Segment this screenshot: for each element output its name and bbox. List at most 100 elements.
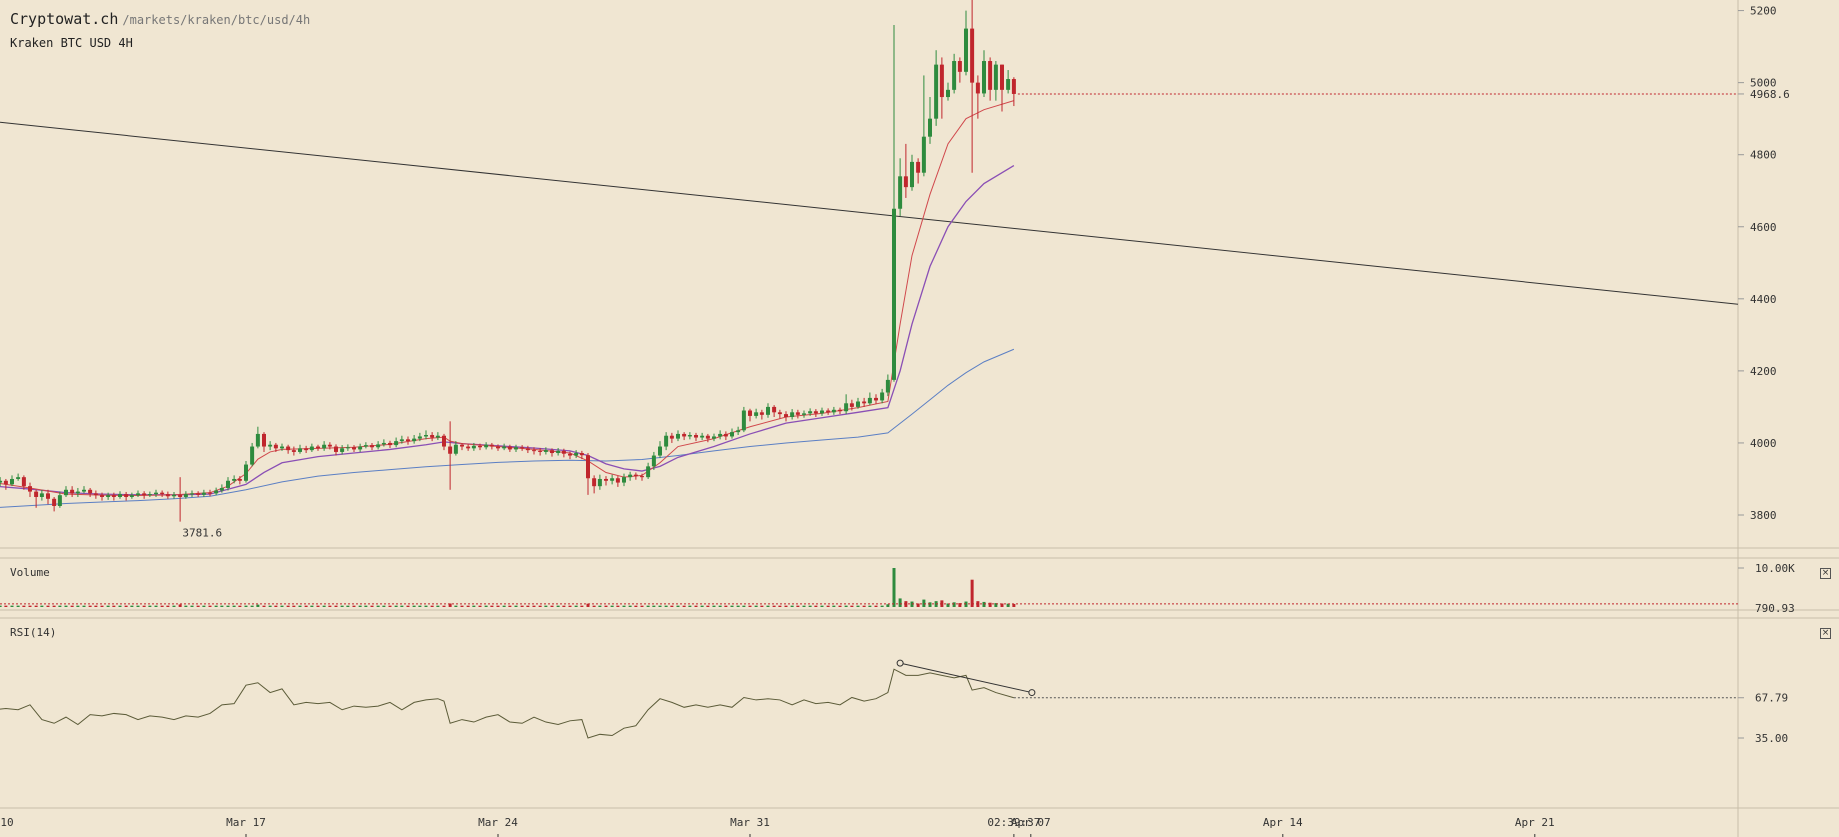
candle-up	[651, 455, 656, 467]
volume-bar	[682, 605, 686, 607]
volume-bar	[202, 605, 206, 607]
candle-down	[970, 28, 975, 83]
close-volume-pane-icon[interactable]: ×	[1820, 568, 1831, 579]
divergence-handle	[896, 659, 904, 667]
candle-down	[370, 445, 374, 448]
candle-up	[219, 487, 224, 491]
candle-down	[327, 444, 332, 447]
volume-bar	[922, 599, 926, 607]
time-axis-label: Mar 31	[730, 816, 770, 829]
volume-bar	[664, 605, 668, 607]
candle-up	[250, 446, 255, 465]
volume-bar	[214, 605, 218, 607]
volume-bar	[742, 605, 746, 607]
volume-bar	[844, 605, 848, 607]
candle-down	[460, 444, 464, 447]
candle-down	[489, 444, 494, 447]
price-tick-label: 4400	[1750, 293, 1777, 306]
volume-bar	[190, 605, 194, 607]
candle-down	[1000, 64, 1004, 90]
price-tick-label: 5200	[1750, 5, 1777, 18]
candle-down	[388, 442, 392, 446]
volume-bar	[172, 605, 176, 607]
candle-down	[430, 435, 435, 438]
candle-up	[766, 406, 770, 415]
volume-bar	[952, 602, 956, 607]
current-volume-label: 790.93	[1755, 602, 1795, 615]
volume-bar	[502, 605, 506, 607]
volume-bar	[958, 603, 962, 607]
candle-down	[466, 446, 471, 449]
candle-down	[70, 489, 75, 494]
volume-bar	[244, 605, 248, 607]
price-tick-label: 4600	[1750, 221, 1777, 234]
site-name[interactable]: Cryptowat.ch	[10, 10, 119, 28]
candle-down	[550, 450, 554, 454]
volume-bar	[154, 605, 158, 607]
close-rsi-pane-icon[interactable]: ×	[1820, 628, 1831, 639]
volume-bar	[730, 605, 734, 607]
volume-bar	[280, 605, 284, 607]
time-axis-label: Mar 17	[226, 816, 266, 829]
candle-up	[471, 445, 476, 449]
candle-down	[874, 397, 878, 401]
volume-bar	[754, 605, 758, 607]
candle-down	[777, 412, 782, 415]
volume-bar	[394, 605, 398, 607]
volume-bar	[988, 602, 992, 607]
rsi-tick-label: 35.00	[1755, 732, 1788, 745]
volume-bar	[388, 605, 392, 607]
volume-bar	[544, 605, 548, 607]
volume-bar	[232, 605, 236, 607]
ema-slow-line	[0, 348, 1015, 508]
volume-bar	[586, 603, 590, 607]
candle-down	[586, 455, 590, 479]
volume-bar	[688, 605, 692, 607]
candle-up	[622, 477, 626, 483]
candle-down	[334, 446, 338, 452]
volume-bar	[226, 605, 230, 607]
candle-down	[705, 435, 710, 439]
candle-up	[658, 446, 662, 456]
candle-down	[262, 433, 266, 447]
candle-down	[838, 409, 842, 412]
candle-up	[831, 409, 836, 413]
volume-bar	[94, 605, 98, 607]
trendline	[0, 121, 1739, 305]
volume-bar	[814, 605, 818, 607]
volume-bar	[124, 605, 128, 607]
volume-bar	[604, 605, 608, 607]
candle-up	[993, 64, 998, 90]
candle-down	[93, 493, 98, 496]
candle-up	[147, 494, 152, 496]
volume-bar	[436, 605, 440, 607]
candle-down	[640, 476, 644, 478]
market-path: /markets/kraken/btc/usd/4h	[122, 13, 311, 27]
candle-down	[772, 406, 777, 413]
volume-bar	[160, 605, 164, 607]
candle-up	[57, 495, 62, 506]
candle-down	[160, 492, 165, 495]
volume-bar	[802, 605, 806, 607]
volume-bar	[700, 605, 704, 607]
volume-bar	[634, 605, 638, 607]
volume-bar	[598, 605, 602, 607]
candle-down	[784, 414, 788, 417]
volume-bar	[868, 605, 872, 607]
volume-bar	[424, 605, 428, 607]
candle-up	[514, 447, 518, 450]
time-axis-label: Mar 24	[478, 816, 518, 829]
volume-bar	[0, 605, 2, 607]
candle-up	[982, 61, 986, 94]
volume-bar	[448, 603, 452, 607]
current-price-label: 4968.6	[1750, 88, 1790, 101]
candle-up	[820, 410, 824, 414]
candle-up	[736, 430, 741, 433]
volume-bar	[106, 605, 110, 607]
market-label: Kraken BTC USD 4H	[10, 36, 133, 50]
candle-up	[376, 444, 381, 448]
volume-bar	[52, 605, 56, 607]
volume-bar	[946, 603, 950, 607]
volume-bar	[418, 605, 422, 607]
